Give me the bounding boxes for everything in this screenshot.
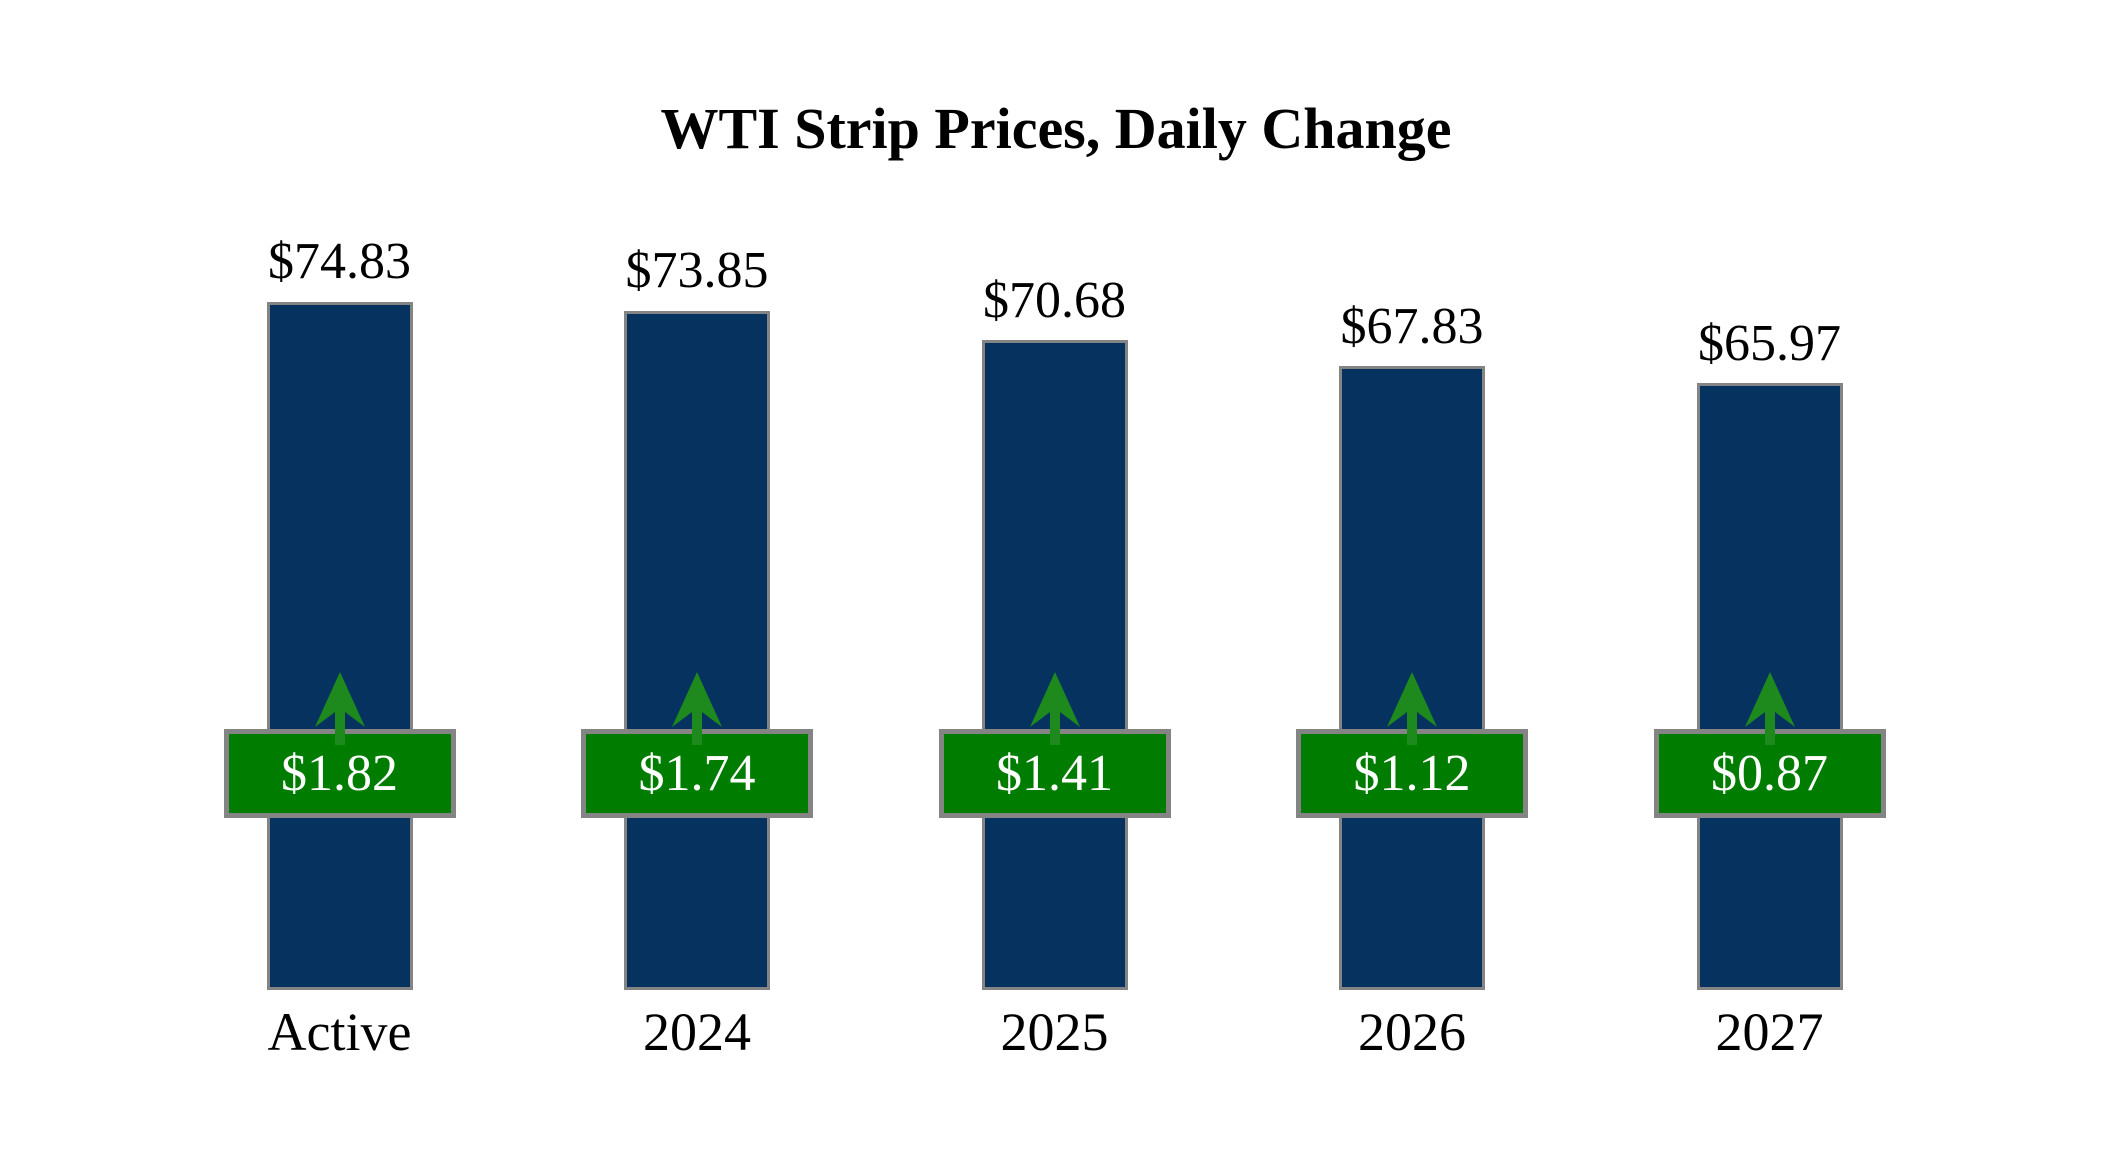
strip-price-label: $67.83 xyxy=(1340,297,1484,355)
strip-price-label: $70.68 xyxy=(983,271,1126,329)
up-arrow-icon xyxy=(1029,672,1080,745)
strip-price-label: $73.85 xyxy=(625,242,769,300)
strip-price-label: $65.97 xyxy=(1698,314,1841,372)
up-arrow-icon xyxy=(314,672,365,745)
up-arrow-icon xyxy=(1387,672,1437,745)
daily-change-label: $1.74 xyxy=(638,744,756,802)
category-label: 2026 xyxy=(1358,1002,1466,1062)
daily-change-badge: $1.12 xyxy=(1296,729,1528,818)
strip-price-label: $74.83 xyxy=(268,233,411,291)
category-label: 2024 xyxy=(643,1002,751,1062)
up-arrow-icon xyxy=(672,672,722,745)
price-bar xyxy=(624,311,770,990)
category-label: 2025 xyxy=(1000,1002,1109,1062)
chart-title: WTI Strip Prices, Daily Change xyxy=(660,96,1452,161)
daily-change-label: $1.82 xyxy=(281,744,398,802)
category-label: 2027 xyxy=(1715,1002,1824,1062)
daily-change-badge: $1.74 xyxy=(581,729,813,818)
daily-change-label: $0.87 xyxy=(1711,744,1828,802)
up-arrow-icon xyxy=(1744,672,1795,745)
price-bar xyxy=(981,340,1128,990)
daily-change-label: $1.12 xyxy=(1353,744,1471,802)
price-bar xyxy=(266,302,413,990)
daily-change-label: $1.41 xyxy=(996,744,1113,802)
category-label: Active xyxy=(267,1002,412,1062)
